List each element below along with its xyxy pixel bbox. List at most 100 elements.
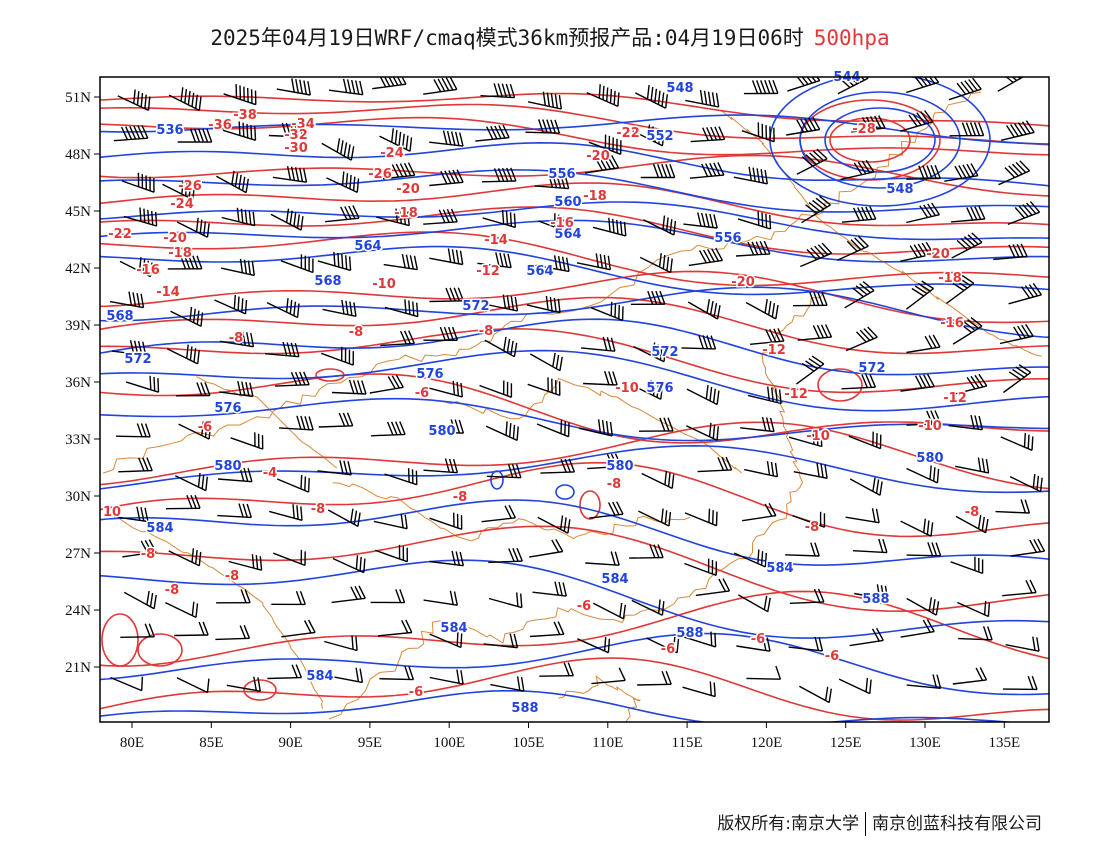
wind-barb — [952, 667, 988, 685]
wind-barb — [429, 631, 463, 649]
lon-tick-label: 95E — [358, 735, 382, 751]
wind-barb — [479, 380, 513, 398]
temperature-contour-label: -18 — [394, 206, 418, 221]
wind-barb — [735, 240, 771, 257]
lat-tick-label: 24N — [65, 603, 91, 619]
wind-barb — [534, 173, 570, 190]
wind-barb — [371, 421, 406, 437]
wind-barb — [683, 212, 718, 229]
wind-barb — [167, 255, 203, 270]
lat-tick-label: 27N — [65, 546, 91, 562]
wind-barb — [629, 379, 663, 400]
temperature-contour — [100, 590, 1049, 667]
height-contour-label: 584 — [306, 669, 333, 684]
height-contour-label: 564 — [526, 264, 553, 279]
temperature-contour — [100, 270, 1049, 324]
wind-barb — [587, 453, 622, 470]
lon-tick-label: 85E — [199, 735, 223, 751]
wind-barb — [110, 676, 144, 692]
wind-barb — [270, 208, 304, 231]
temperature-contour-label: -20 — [926, 247, 950, 262]
temperature-contour-label: -12 — [784, 387, 808, 402]
wind-barb — [590, 301, 624, 322]
wind-barb — [900, 110, 934, 132]
wind-barb — [317, 251, 352, 272]
wind-barb — [584, 155, 620, 174]
wind-barb — [631, 124, 665, 147]
wind-barb — [165, 601, 199, 619]
wind-barb — [906, 334, 941, 354]
wind-barb — [837, 235, 869, 261]
wind-barb — [633, 342, 667, 363]
height-contour-label: 588 — [676, 626, 703, 641]
lat-tick-label: 21N — [65, 660, 91, 676]
wind-barb — [429, 669, 464, 685]
temperature-contour-label: -18 — [583, 189, 607, 204]
temperature-contour-label: -26 — [368, 167, 392, 182]
temperature-contour-cell — [137, 633, 183, 667]
lat-tick-label: 42N — [65, 261, 91, 277]
wind-barb — [681, 335, 717, 350]
height-contour-low — [824, 107, 936, 173]
wind-barb — [682, 631, 717, 648]
height-contour — [100, 499, 1049, 566]
wind-barb — [488, 592, 523, 609]
wind-barb — [219, 330, 255, 348]
temperature-contour-label: -6 — [661, 642, 675, 657]
wind-barb — [276, 474, 310, 493]
temperature-contour-cell — [829, 117, 911, 163]
temperature-contour-label: -6 — [198, 420, 212, 435]
wind-barb — [109, 291, 145, 309]
wind-barb — [1009, 474, 1043, 493]
temperature-contour-label: -24 — [380, 146, 404, 161]
temperature-contour-label: -26 — [178, 179, 202, 194]
temperature-contour-label: -6 — [825, 649, 839, 664]
height-contour-label: 584 — [440, 621, 467, 636]
wind-barb — [178, 421, 212, 440]
lon-tick-label: 125E — [830, 735, 862, 751]
wind-barb — [638, 508, 672, 527]
wind-barb — [690, 126, 726, 143]
wind-barb — [122, 539, 157, 558]
wind-barb — [484, 336, 518, 358]
height-contour-label: 576 — [416, 367, 443, 382]
lon-tick-label: 90E — [279, 735, 303, 751]
wind-barb — [331, 585, 366, 604]
height-contour-label: 572 — [124, 352, 151, 367]
wind-barb — [113, 125, 149, 142]
wind-barb — [788, 430, 823, 448]
wind-barb — [114, 506, 149, 523]
lon-tick-label: 130E — [909, 735, 941, 751]
wind-barb — [695, 578, 731, 597]
wind-barb — [792, 511, 826, 528]
wind-barb — [906, 597, 940, 616]
temperature-contour-label: -12 — [943, 391, 967, 406]
wind-barb — [537, 213, 571, 234]
temperature-contour-label: -20 — [586, 149, 610, 164]
wind-barb — [1005, 636, 1040, 652]
lat-tick-label: 39N — [65, 318, 91, 334]
wind-barb — [539, 662, 574, 677]
wind-barb — [629, 544, 664, 559]
wind-barb — [998, 160, 1031, 186]
wind-barb — [322, 299, 357, 317]
wind-barb — [581, 336, 616, 352]
wind-barb — [177, 128, 213, 143]
wind-barb — [429, 380, 463, 398]
wind-barb — [640, 164, 676, 179]
wind-barb — [1007, 201, 1041, 226]
wind-barb — [215, 625, 251, 641]
wind-barb — [125, 375, 160, 393]
temperature-contour — [100, 103, 1049, 146]
temperature-contour-cell — [817, 368, 863, 402]
height-contour — [100, 397, 1049, 442]
wind-barb — [1010, 538, 1046, 557]
temperature-contour-label: -20 — [163, 231, 187, 246]
wind-barb — [429, 169, 464, 187]
wind-barb — [176, 217, 210, 238]
lat-tick-label: 51N — [65, 90, 91, 106]
wind-barb — [216, 589, 251, 604]
wind-barb — [268, 122, 304, 138]
wind-barb — [429, 130, 464, 147]
